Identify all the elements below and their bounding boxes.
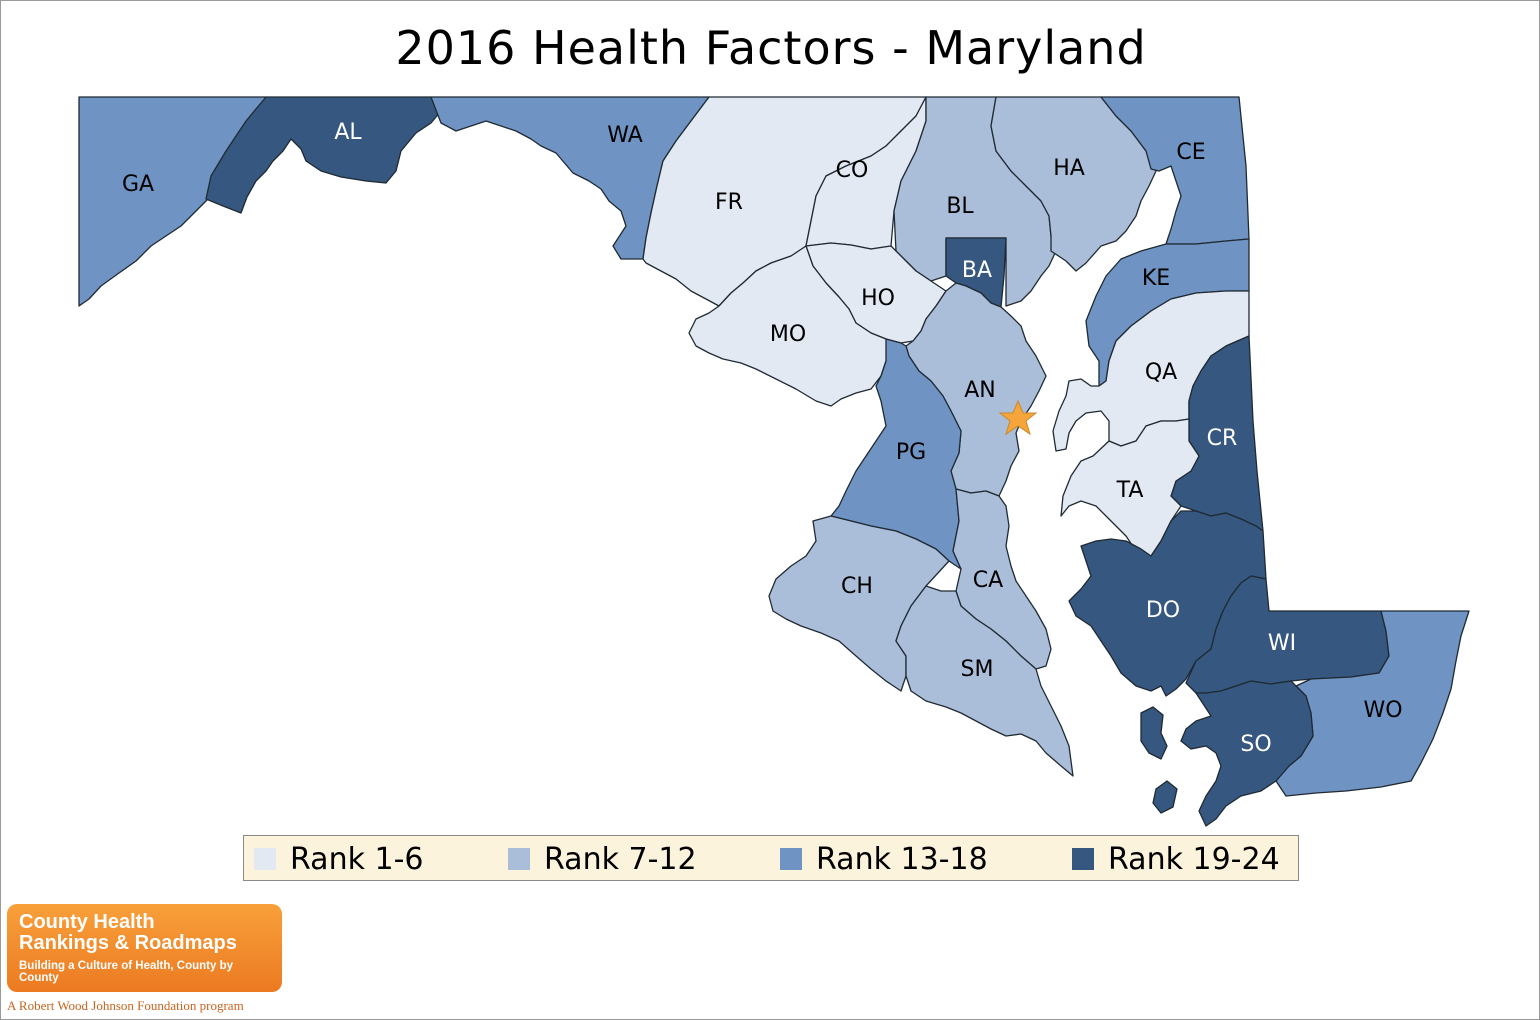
county-label-ba: BA bbox=[962, 258, 992, 283]
county-label-wa: WA bbox=[607, 123, 643, 148]
county-label-sm: SM bbox=[961, 657, 994, 682]
county-label-co: CO bbox=[836, 158, 869, 183]
county-layer bbox=[78, 96, 1470, 827]
legend-swatch bbox=[1072, 848, 1094, 870]
logo-tagline: Building a Culture of Health, County by … bbox=[19, 960, 234, 984]
county-label-ch: CH bbox=[841, 574, 873, 599]
county-label-mo: MO bbox=[770, 322, 806, 347]
legend-label: Rank 7-12 bbox=[544, 841, 697, 877]
legend-item-rank-1-6: Rank 1-6 bbox=[254, 841, 424, 877]
county-label-ke: KE bbox=[1142, 266, 1170, 291]
legend-label: Rank 19-24 bbox=[1108, 841, 1280, 877]
county-label-bl: BL bbox=[946, 194, 974, 219]
county-ch[interactable] bbox=[768, 515, 950, 692]
legend-swatch bbox=[254, 848, 276, 870]
legend-item-rank-13-18: Rank 13-18 bbox=[780, 841, 988, 877]
county-label-cr: CR bbox=[1207, 426, 1238, 451]
legend: Rank 1-6 Rank 7-12 Rank 13-18 Rank 19-24 bbox=[243, 835, 1299, 881]
county-al[interactable] bbox=[205, 96, 442, 214]
county-sm[interactable] bbox=[895, 585, 1074, 777]
legend-label: Rank 13-18 bbox=[816, 841, 988, 877]
county-label-ta: TA bbox=[1116, 478, 1144, 503]
county-label-wo: WO bbox=[1363, 698, 1402, 723]
legend-swatch bbox=[780, 848, 802, 870]
island-somerset-2 bbox=[1152, 780, 1178, 814]
legend-item-rank-19-24: Rank 19-24 bbox=[1072, 841, 1280, 877]
county-label-do: DO bbox=[1146, 598, 1180, 623]
county-so[interactable] bbox=[1180, 680, 1314, 827]
county-label-wi: WI bbox=[1268, 631, 1296, 656]
logo-title-line-2: Rankings & Roadmaps bbox=[19, 932, 237, 954]
county-label-ho: HO bbox=[861, 286, 895, 311]
star-icon bbox=[998, 399, 1038, 436]
island-somerset-1 bbox=[1140, 706, 1168, 760]
label-layer: GA AL WA FR CO BL HA CE BA KE HO MO AN QA PG CR TA CH CA DO… bbox=[122, 120, 1403, 757]
county-label-ga: GA bbox=[122, 172, 154, 197]
legend-swatch bbox=[508, 848, 530, 870]
county-label-ca: CA bbox=[973, 568, 1003, 593]
map-title: 2016 Health Factors - Maryland bbox=[395, 21, 1147, 75]
county-label-fr: FR bbox=[715, 190, 743, 215]
county-label-so: SO bbox=[1240, 732, 1271, 757]
county-health-rankings-logo[interactable]: County Health Rankings & Roadmaps Buildi… bbox=[7, 904, 282, 992]
county-label-ce: CE bbox=[1176, 140, 1205, 165]
county-label-pg: PG bbox=[896, 440, 926, 465]
legend-item-rank-7-12: Rank 7-12 bbox=[508, 841, 697, 877]
logo-title-line-1: County Health bbox=[19, 911, 155, 933]
county-label-an: AN bbox=[964, 378, 996, 403]
county-label-ha: HA bbox=[1053, 156, 1085, 181]
county-wo[interactable] bbox=[1275, 610, 1470, 797]
maryland-map: GA AL WA FR CO BL HA CE BA KE HO MO AN QA PG CR TA CH CA DO… bbox=[78, 96, 1470, 827]
county-label-qa: QA bbox=[1145, 360, 1177, 385]
legend-label: Rank 1-6 bbox=[290, 841, 424, 877]
county-label-al: AL bbox=[334, 120, 362, 145]
county-ce[interactable] bbox=[1100, 96, 1250, 245]
foundation-credit: A Robert Wood Johnson Foundation program bbox=[7, 998, 244, 1013]
